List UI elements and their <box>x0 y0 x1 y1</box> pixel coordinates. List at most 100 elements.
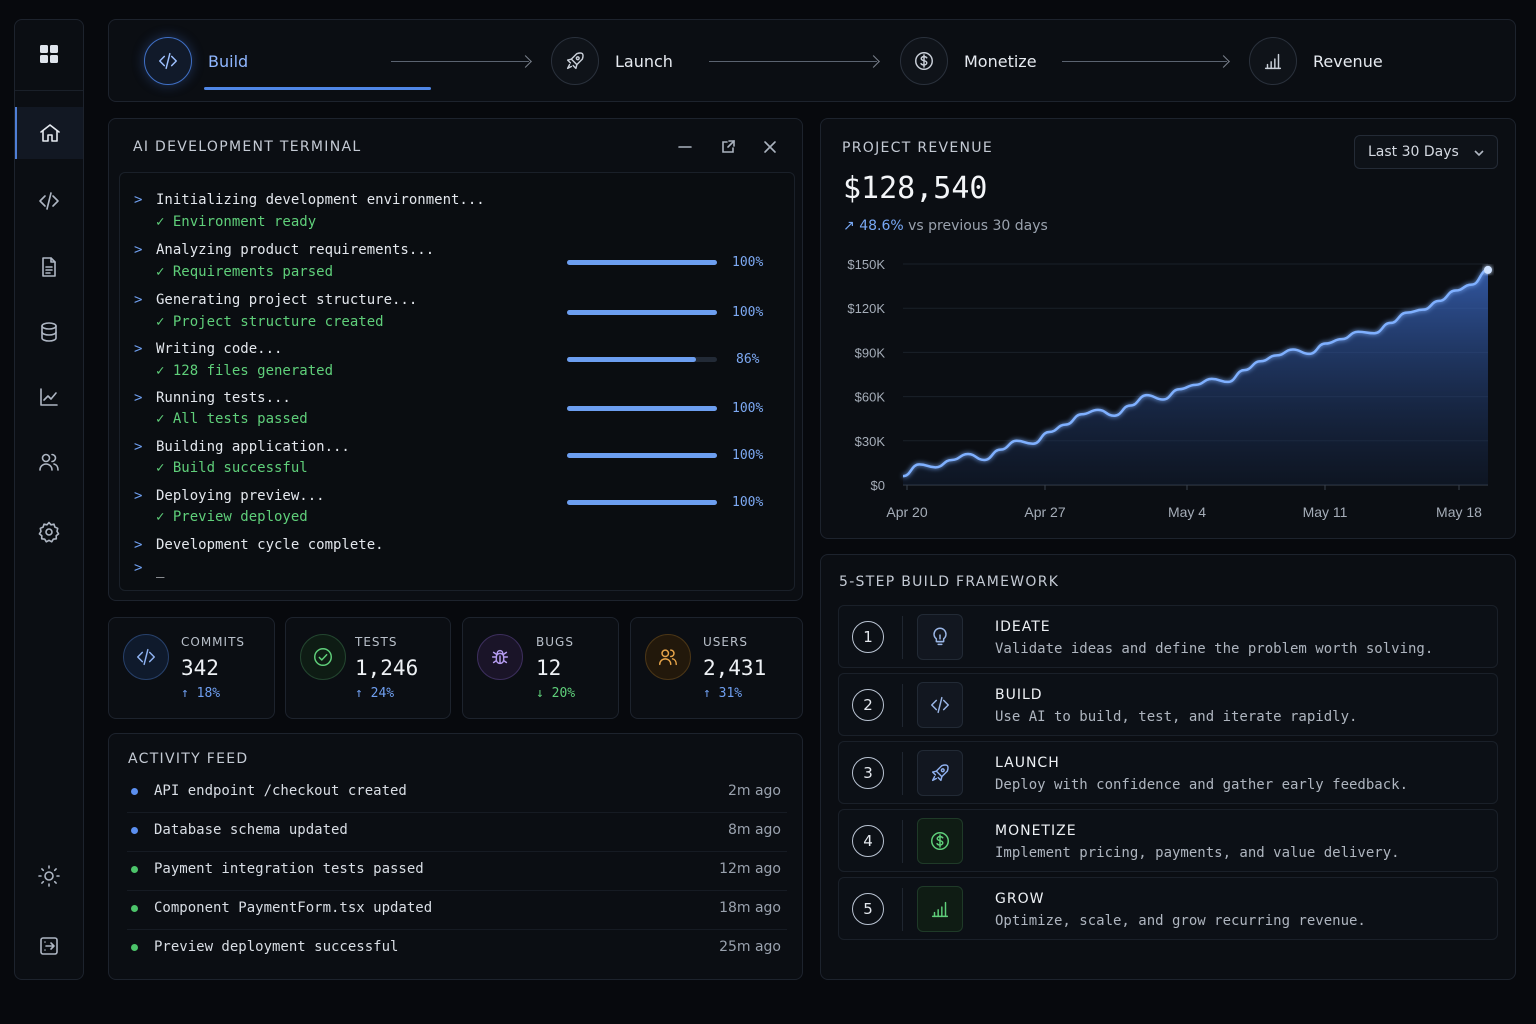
stat-label: BUGS <box>536 635 574 649</box>
status-dot <box>131 905 138 912</box>
activity-item[interactable]: Component PaymentForm.tsx updated 18m ag… <box>127 891 787 930</box>
step-revenue-circle <box>1249 37 1297 85</box>
step-description: Validate ideas and define the problem wo… <box>995 641 1434 657</box>
sidebar-item-home[interactable] <box>15 107 83 159</box>
sidebar-item-analytics[interactable] <box>15 371 83 423</box>
framework-step-build[interactable]: 2 BUILD Use AI to build, test, and itera… <box>838 673 1498 736</box>
terminal-result: ✓ Environment ready <box>156 214 317 230</box>
revenue-endpoint <box>1484 265 1492 274</box>
x-tick-label: May 11 <box>1303 504 1348 520</box>
step-description: Deploy with confidence and gather early … <box>995 777 1409 793</box>
framework-step-monetize[interactable]: 4 MONETIZE Implement pricing, payments, … <box>838 809 1498 872</box>
date-range-select[interactable]: Last 30 Days <box>1354 135 1498 169</box>
progress-percent: 86% <box>736 352 760 367</box>
progress-fill <box>567 310 717 315</box>
activity-text: Payment integration tests passed <box>154 861 424 877</box>
activity-item[interactable]: Preview deployment successful 25m ago <box>127 930 787 969</box>
sidebar-divider <box>15 90 83 91</box>
activity-time: 8m ago <box>727 822 781 838</box>
terminal-command: Running tests... <box>156 390 291 406</box>
progress-fill <box>567 500 717 505</box>
step-title: MONETIZE <box>995 823 1077 839</box>
divider <box>902 888 903 931</box>
step-title: IDEATE <box>995 619 1051 635</box>
activity-item[interactable]: API endpoint /checkout created 2m ago <box>127 774 787 813</box>
step-number: 2 <box>852 689 884 721</box>
x-tick-label: May 4 <box>1168 504 1206 520</box>
bug-icon <box>491 649 509 665</box>
terminal-command: Deploying preview... <box>156 488 325 504</box>
step-icon-wrap <box>917 750 963 796</box>
project-revenue-panel: PROJECT REVENUE Last 30 Days $128,540 ↗ … <box>820 118 1516 539</box>
code-icon <box>931 696 949 714</box>
divider <box>902 684 903 727</box>
stat-icon-wrap <box>300 634 346 680</box>
progress-bar <box>567 260 717 265</box>
stat-value: 12 <box>536 656 562 680</box>
logout-button[interactable] <box>15 920 83 972</box>
terminal-prompt: > <box>134 192 143 208</box>
status-dot <box>131 827 138 834</box>
x-tick-label: May 18 <box>1436 504 1482 520</box>
activity-text: API endpoint /checkout created <box>154 783 407 799</box>
terminal-final-line: Development cycle complete. <box>156 537 384 553</box>
step-revenue[interactable]: Revenue <box>1249 37 1383 85</box>
terminal-prompt: > <box>134 292 143 308</box>
step-icon-wrap <box>917 818 963 864</box>
stat-label: TESTS <box>355 635 398 649</box>
revenue-delta-text: vs previous 30 days <box>908 218 1048 234</box>
close-button[interactable] <box>760 137 780 157</box>
progress-bar <box>567 357 717 362</box>
activity-time: 18m ago <box>719 900 781 916</box>
stat-delta: ↑ 18% <box>181 686 221 701</box>
step-description: Optimize, scale, and grow recurring reve… <box>995 913 1366 929</box>
terminal-title: AI DEVELOPMENT TERMINAL <box>133 139 362 155</box>
progress-fill <box>567 357 696 362</box>
minimize-button[interactable] <box>675 137 695 157</box>
step-number: 1 <box>852 621 884 653</box>
terminal-output[interactable]: > Initializing development environment..… <box>119 172 795 591</box>
terminal-command: Building application... <box>156 439 350 455</box>
activity-item[interactable]: Database schema updated 8m ago <box>127 813 787 852</box>
check-circle-icon <box>314 648 332 666</box>
step-icon-wrap <box>917 614 963 660</box>
step-monetize[interactable]: Monetize <box>900 37 1037 85</box>
theme-toggle-button[interactable] <box>15 850 83 902</box>
step-icon-wrap <box>917 886 963 932</box>
framework-step-grow[interactable]: 5 GROW Optimize, scale, and grow recurri… <box>838 877 1498 940</box>
terminal-result: ✓ Project structure created <box>156 314 384 330</box>
sidebar-item-documents[interactable] <box>15 241 83 293</box>
sidebar-item-settings[interactable] <box>15 506 83 558</box>
step-launch[interactable]: Launch <box>551 37 673 85</box>
step-build-circle <box>144 37 192 85</box>
expand-icon <box>722 140 735 153</box>
framework-step-ideate[interactable]: 1 IDEATE Validate ideas and define the p… <box>838 605 1498 668</box>
y-tick-label: $60K <box>855 390 886 405</box>
progress-fill <box>567 260 717 265</box>
step-build[interactable]: Build <box>144 37 248 85</box>
status-dot <box>131 944 138 951</box>
chevron-down-icon <box>1474 150 1484 157</box>
x-tick-label: Apr 27 <box>1024 504 1065 520</box>
step-launch-label: Launch <box>615 51 673 71</box>
sidebar-item-users[interactable] <box>15 436 83 488</box>
activity-time: 12m ago <box>719 861 781 877</box>
stat-card-commits: COMMITS 342 ↑ 18% <box>108 617 275 719</box>
framework-step-launch[interactable]: 3 LAUNCH Deploy with confidence and gath… <box>838 741 1498 804</box>
status-dot <box>131 866 138 873</box>
activity-item[interactable]: Payment integration tests passed 12m ago <box>127 852 787 891</box>
stat-icon-wrap <box>123 634 169 680</box>
revenue-chart[interactable]: $150K $120K $90K $60K $30K $0 Apr 20 Apr 27 May… <box>821 119 1515 538</box>
y-tick-label: $150K <box>847 257 885 272</box>
apps-grid-button[interactable] <box>15 28 83 80</box>
sidebar-item-code[interactable] <box>15 175 83 227</box>
step-icon-wrap <box>917 682 963 728</box>
sidebar-item-database[interactable] <box>15 306 83 358</box>
progress-bar <box>567 453 717 458</box>
terminal-cursor: _ <box>156 562 165 578</box>
expand-button[interactable] <box>718 137 738 157</box>
terminal-prompt: > <box>134 242 143 258</box>
framework-title: 5-STEP BUILD FRAMEWORK <box>839 574 1060 590</box>
step-build-label: Build <box>208 51 249 71</box>
status-dot <box>131 788 138 795</box>
